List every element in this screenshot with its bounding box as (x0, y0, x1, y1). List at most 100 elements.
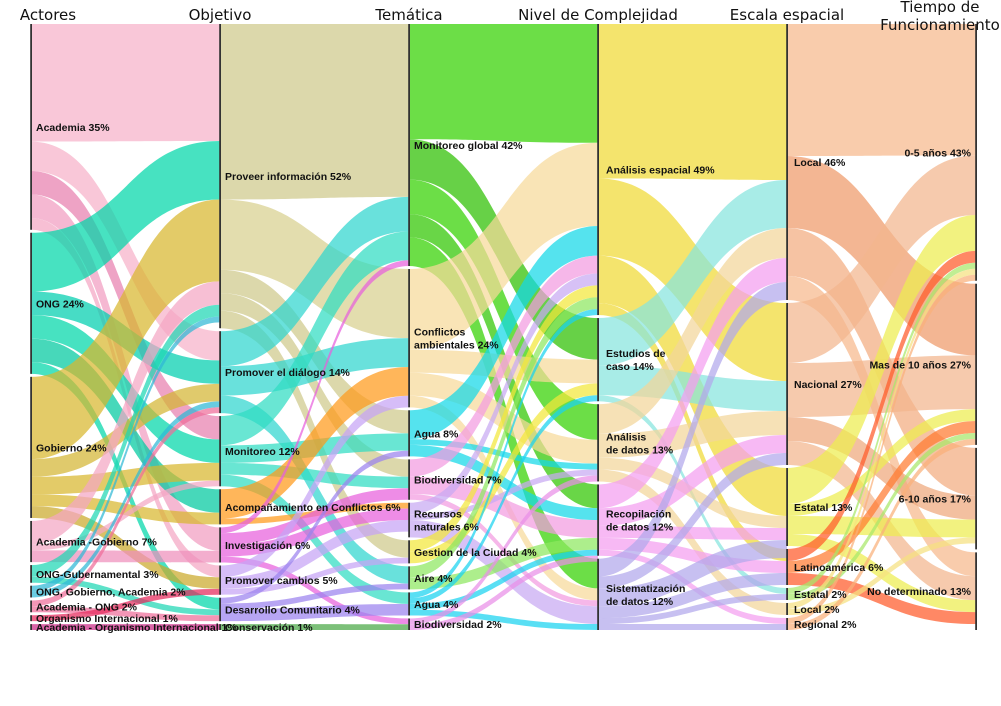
flow-link-74 (409, 395, 598, 604)
node-bar-0-6 (30, 600, 32, 613)
column-header-1: Objetivo (189, 6, 252, 24)
node-bar-1-5 (219, 565, 221, 595)
node-label-2-8: Biodiversidad 2% (414, 619, 502, 631)
flow-link-66 (409, 273, 598, 515)
flow-link-101 (787, 24, 976, 156)
flow-link-117 (787, 432, 976, 600)
flow-link-97 (598, 540, 787, 607)
flow-link-83 (598, 180, 787, 366)
flow-link-99 (598, 594, 787, 625)
flow-link-44 (220, 395, 409, 578)
node-bar-4-1 (786, 303, 788, 465)
flow-link-69 (409, 285, 598, 552)
node-label-4-5: Local 2% (794, 604, 840, 616)
node-label-3-1: caso 14% (606, 361, 655, 373)
node-label-2-5: Gestion de la Ciudad 4% (414, 547, 537, 559)
node-bar-2-8 (408, 618, 410, 630)
node-bar-4-6 (786, 618, 788, 630)
node-label-5-2: 6-10 años 17% (899, 494, 972, 506)
node-label-1-6: Desarrollo Comunitario 4% (225, 604, 360, 616)
flow-link-34 (220, 231, 409, 446)
node-bar-2-1 (408, 269, 410, 408)
flow-link-16 (31, 480, 220, 551)
node-bar-5-2 (975, 447, 977, 550)
flow-link-32 (220, 338, 409, 396)
node-label-5-0: 0-5 años 43% (904, 147, 971, 159)
flow-link-91 (598, 435, 787, 527)
node-bar-0-3 (30, 520, 32, 563)
flow-link-110 (787, 409, 976, 516)
flow-link-53 (409, 179, 598, 440)
node-label-3-0: Análisis espacial 49% (606, 165, 715, 177)
flow-link-119 (787, 537, 976, 615)
node-label-4-6: Regional 2% (794, 619, 857, 631)
flow-link-25 (31, 624, 220, 630)
node-bar-4-0 (786, 24, 788, 300)
flow-link-31 (220, 196, 409, 367)
flow-link-29 (220, 293, 409, 477)
flow-link-20 (31, 316, 220, 592)
node-label-0-2: Gobierno 24% (36, 442, 107, 454)
flow-link-121 (787, 438, 976, 630)
flow-link-94 (598, 549, 787, 624)
node-bar-4-3 (786, 549, 788, 585)
flow-link-37 (220, 474, 409, 604)
flow-link-90 (598, 258, 787, 509)
flow-link-41 (220, 488, 409, 545)
node-label-2-6: Aire 4% (414, 573, 453, 585)
node-label-2-3: Biodiversidad 7% (414, 475, 502, 487)
flow-link-72 (409, 537, 598, 590)
node-bar-3-0 (597, 24, 599, 316)
node-bar-0-7 (30, 615, 32, 622)
node-label-5-3: No determinado 13% (867, 586, 972, 598)
flow-link-5 (31, 141, 220, 292)
flow-link-63 (409, 255, 598, 477)
column-header-5: Tiempo de (900, 0, 980, 16)
node-bar-0-1 (30, 232, 32, 374)
node-label-1-5: Promover cambios 5% (225, 575, 338, 587)
node-bar-3-2 (597, 404, 599, 482)
flow-link-10 (31, 199, 220, 460)
flow-link-96 (598, 453, 787, 589)
flow-link-42 (220, 508, 409, 557)
flow-link-75 (409, 549, 598, 610)
flow-link-114 (787, 421, 976, 573)
flow-link-21 (31, 401, 220, 598)
flow-link-106 (787, 355, 976, 417)
flow-link-11 (31, 383, 220, 477)
flow-link-51 (409, 24, 598, 143)
node-label-0-1: ONG 24% (36, 298, 85, 310)
flow-link-105 (787, 155, 976, 363)
node-bar-2-3 (408, 459, 410, 500)
node-label-2-0: Monitoreo global 42% (414, 140, 523, 152)
node-label-0-6: Academia - ONG 2% (36, 601, 138, 613)
flow-link-109 (787, 215, 976, 505)
column-header-3: Nivel de Complejidad (518, 6, 678, 24)
column-header-4: Escala espacial (730, 6, 844, 24)
node-bar-5-3 (975, 552, 977, 630)
flow-link-36 (220, 462, 409, 489)
node-label-1-7: Conservación 1% (225, 622, 313, 634)
node-label-3-3: Recopilación (606, 509, 671, 521)
node-bar-0-8 (30, 624, 32, 630)
node-label-0-4: ONG-Gubernamental 3% (36, 569, 159, 581)
node-bar-1-7 (219, 624, 221, 630)
node-bar-0-5 (30, 585, 32, 598)
node-label-2-2: Agua 8% (414, 428, 459, 440)
node-bar-1-2 (219, 416, 221, 487)
flow-link-15 (31, 281, 220, 545)
flow-link-50 (220, 624, 409, 630)
flow-link-77 (409, 475, 598, 625)
node-bar-1-1 (219, 331, 221, 414)
node-bar-2-0 (408, 24, 410, 267)
node-label-4-1: Nacional 27% (794, 379, 862, 391)
flow-link-26 (220, 24, 409, 200)
node-bar-1-6 (219, 597, 221, 622)
node-label-0-0: Academia 35% (36, 122, 110, 134)
node-label-0-5: ONG, Gobierno, Academia 2% (36, 587, 186, 599)
column-header-5: Funcionamiento (880, 16, 1000, 34)
flow-link-70 (409, 383, 598, 564)
flow-link-38 (220, 366, 409, 519)
flow-link-49 (220, 603, 409, 622)
node-label-4-3: Latinoamérica 6% (794, 562, 884, 574)
